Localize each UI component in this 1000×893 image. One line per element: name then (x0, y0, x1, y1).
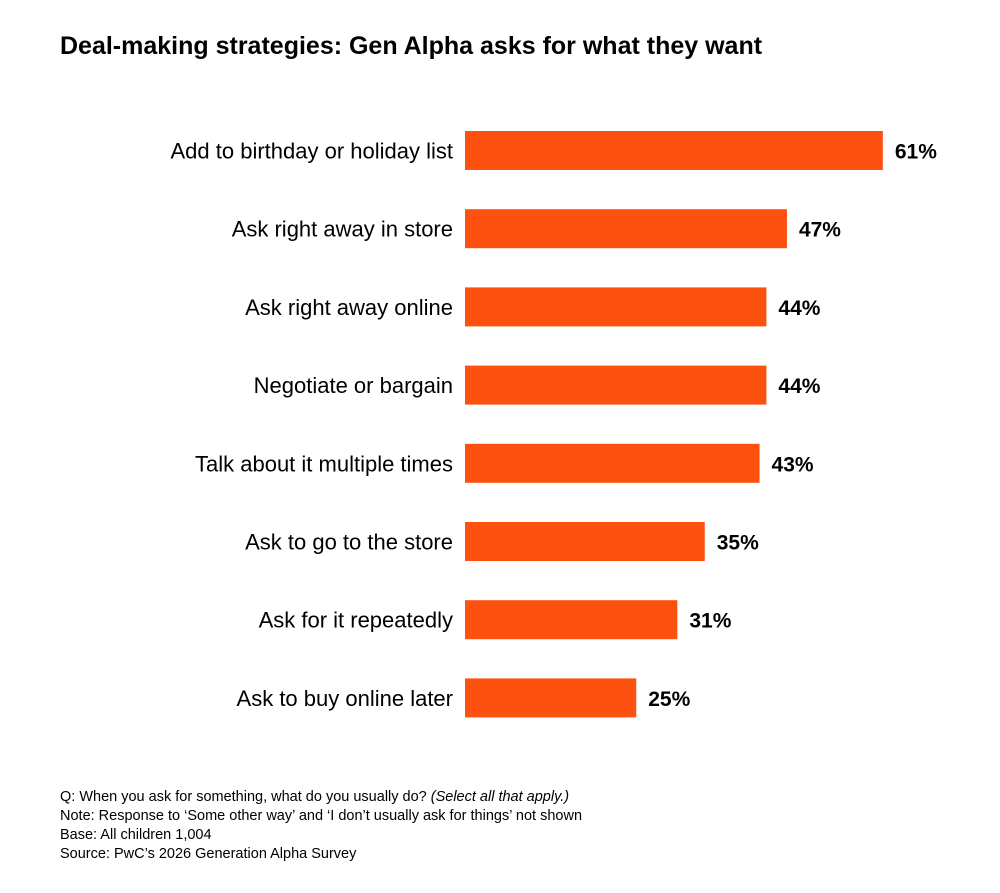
bar (465, 131, 883, 170)
value-label: 47% (799, 219, 841, 242)
value-label: 43% (772, 453, 814, 476)
base-note: Base: All children 1,004 (60, 827, 212, 843)
value-label: 44% (778, 297, 820, 320)
question-note: Q: When you ask for something, what do y… (60, 788, 582, 807)
bar (465, 287, 767, 327)
chart-notes: Q: When you ask for something, what do y… (60, 788, 582, 864)
category-label: Negotiate or bargain (254, 373, 453, 398)
bar (465, 443, 760, 483)
value-label: 25% (648, 688, 690, 711)
value-label: 61% (895, 141, 937, 164)
bar (465, 600, 678, 640)
bar (465, 209, 787, 249)
value-label: 35% (717, 532, 759, 555)
bar-chart: Add to birthday or holiday list 61% Ask ri… (171, 131, 937, 718)
source-note: Source: PwC’s 2026 Generation Alpha Surv… (60, 846, 357, 862)
bar (465, 522, 705, 561)
bar (465, 365, 767, 405)
category-label: Ask to go to the store (245, 530, 453, 555)
category-label: Ask to buy online later (237, 686, 453, 711)
bar (465, 678, 637, 718)
chart-title: Deal-making strategies: Gen Alpha asks f… (60, 32, 763, 60)
exclusion-note: Note: Response to ‘Some other way’ and ‘… (60, 808, 583, 824)
category-label: Ask for it repeatedly (259, 608, 453, 633)
value-label: 31% (689, 610, 731, 633)
category-label: Add to birthday or holiday list (171, 139, 454, 164)
category-label: Ask right away in store (232, 217, 453, 242)
category-label: Talk about it multiple times (195, 451, 453, 476)
value-label: 44% (778, 375, 820, 398)
category-label: Ask right away online (245, 295, 453, 320)
question-hint: (Select all that apply.) (430, 789, 570, 805)
question-text: Q: When you ask for something, what do y… (60, 789, 427, 805)
